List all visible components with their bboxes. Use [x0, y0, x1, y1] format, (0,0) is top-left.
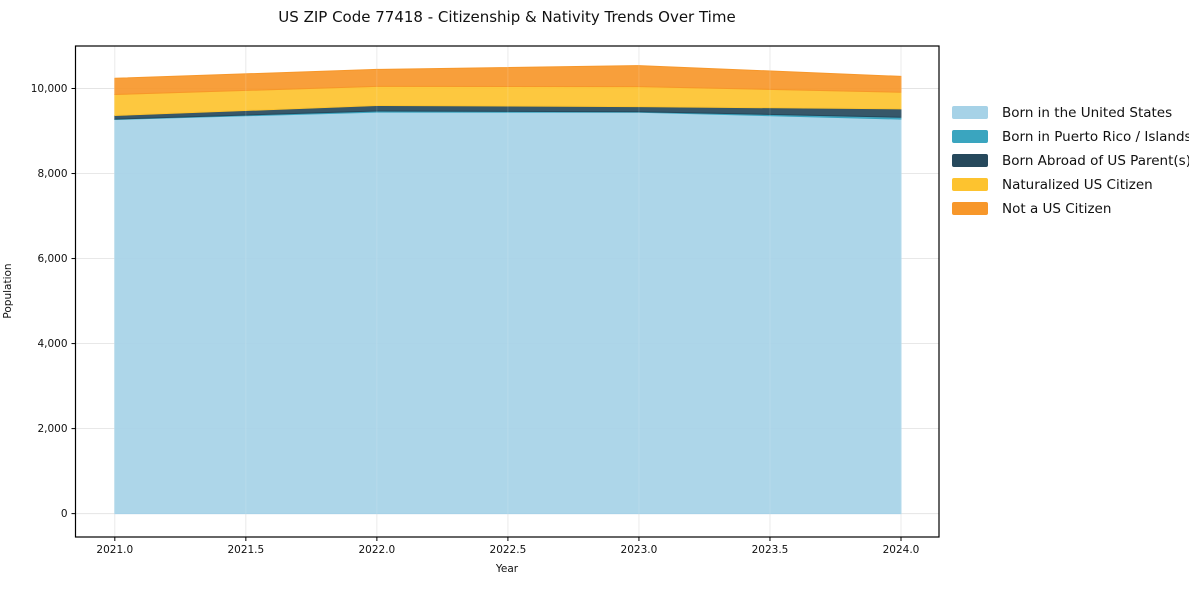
legend-swatch	[952, 106, 988, 119]
x-tick-label: 2023.0	[621, 544, 658, 556]
x-axis-title: Year	[495, 563, 519, 575]
x-tick-label: 2022.0	[358, 544, 395, 556]
y-tick-label: 10,000	[31, 83, 68, 95]
legend-item: Born in the United States	[952, 104, 1189, 121]
x-tick-label: 2021.0	[96, 544, 133, 556]
legend-label: Naturalized US Citizen	[1002, 176, 1153, 193]
y-tick-label: 0	[61, 508, 68, 520]
legend-swatch	[952, 154, 988, 167]
y-tick-label: 4,000	[37, 338, 67, 350]
chart-title: US ZIP Code 77418 - Citizenship & Nativi…	[278, 8, 736, 26]
legend-item: Not a US Citizen	[952, 200, 1189, 217]
legend-label: Born Abroad of US Parent(s)	[1002, 152, 1189, 169]
area-series-not-a-us-citizen	[114, 65, 902, 96]
y-tick-label: 2,000	[37, 423, 67, 435]
x-tick-label: 2022.5	[490, 544, 527, 556]
legend-label: Born in Puerto Rico / Islands	[1002, 128, 1189, 145]
legend-item: Born in Puerto Rico / Islands	[952, 128, 1189, 145]
x-tick-label: 2024.0	[883, 544, 920, 556]
y-tick-label: 6,000	[37, 253, 67, 265]
legend: Born in the United States Born in Puerto …	[952, 104, 1189, 217]
y-tick-label: 8,000	[37, 168, 67, 180]
x-tick-label: 2021.5	[227, 544, 264, 556]
legend-swatch	[952, 130, 988, 143]
legend-item: Naturalized US Citizen	[952, 176, 1189, 193]
legend-label: Not a US Citizen	[1002, 200, 1112, 217]
legend-label: Born in the United States	[1002, 104, 1173, 121]
legend-swatch	[952, 178, 988, 191]
legend-swatch	[952, 202, 988, 215]
legend-item: Born Abroad of US Parent(s)	[952, 152, 1189, 169]
plot-frame	[74, 45, 940, 538]
x-tick-label: 2023.5	[752, 544, 789, 556]
